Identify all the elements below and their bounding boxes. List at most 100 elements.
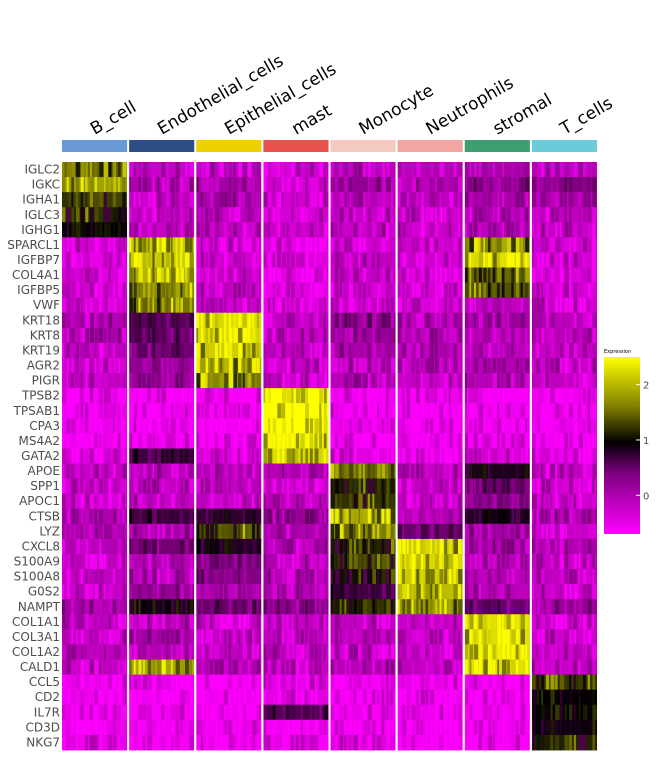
cell-tpsb2-t_cells [531,388,597,404]
cell-apoc1-endothelial_cells [129,493,195,510]
cell-iglc2-b_cell [62,162,128,178]
gene-label-iglc3: IGLC3 [24,208,60,222]
cell-igfbp5-b_cell [62,282,128,299]
cell-ccl5-monocyte [330,674,396,691]
cell-nampt-t_cells [531,599,597,615]
gene-label-s100a8: S100A8 [14,570,60,584]
cell-cxcl8-stromal [464,538,530,555]
cell-sparcl1-stromal [464,237,530,253]
cell-krt18-epithelial_cells [196,312,262,329]
cell-cald1-stromal [464,659,530,676]
cell-krt8-endothelial_cells [129,327,195,344]
cell-pigr-monocyte [330,373,396,389]
gene-label-cd3d: CD3D [26,720,61,734]
cell-agr2-endothelial_cells [129,358,195,374]
cell-lyz-b_cell [62,523,128,540]
cell-agr2-epithelial_cells [196,358,262,374]
gene-label-col3a1: COL3A1 [12,630,60,644]
cell-ccl5-neutrophils [397,674,463,691]
cell-apoc1-epithelial_cells [196,493,262,510]
cell-igfbp5-mast [263,282,329,299]
cell-g0s2-mast [263,584,329,600]
cell-igkc-epithelial_cells [196,177,262,193]
cell-cd2-monocyte [330,689,396,706]
cell-cd3d-t_cells [531,719,597,736]
cell-lyz-neutrophils [397,523,463,540]
cell-col4a1-b_cell [62,267,128,284]
cell-igfbp5-monocyte [330,282,396,299]
cell-krt18-monocyte [330,312,396,329]
cell-krt18-mast [263,312,329,329]
cell-nampt-neutrophils [397,599,463,615]
cell-gata2-endothelial_cells [129,448,195,464]
cell-cd2-endothelial_cells [129,689,195,706]
cell-gata2-monocyte [330,448,396,464]
cell-ms4a2-b_cell [62,433,128,449]
cell-ccl5-endothelial_cells [129,674,195,691]
cell-ms4a2-mast [263,433,329,449]
cell-tpsab1-endothelial_cells [129,403,195,419]
cell-ms4a2-endothelial_cells [129,433,195,449]
cell-ms4a2-stromal [464,433,530,449]
cell-krt18-t_cells [531,312,597,329]
cell-agr2-t_cells [531,358,597,374]
cell-cxcl8-monocyte [330,538,396,555]
cell-igkc-neutrophils [397,177,463,193]
cell-cald1-t_cells [531,659,597,676]
cell-krt8-t_cells [531,327,597,344]
gene-label-apoc1: APOC1 [19,494,60,508]
cluster-bar-mast [263,140,329,152]
cell-cd2-epithelial_cells [196,689,262,706]
cell-col1a2-epithelial_cells [196,644,262,660]
cell-pigr-mast [263,373,329,389]
cell-cd2-b_cell [62,689,128,706]
cell-igkc-t_cells [531,177,597,193]
cell-lyz-endothelial_cells [129,523,195,540]
cell-ccl5-stromal [464,674,530,691]
gene-label-g0s2: G0S2 [28,585,60,599]
gene-label-cpa3: CPA3 [29,419,60,433]
cell-iglc3-t_cells [531,207,597,223]
gene-label-gata2: GATA2 [21,449,60,463]
cell-cpa3-stromal [464,418,530,434]
cell-igfbp7-stromal [464,252,530,268]
cell-igfbp7-mast [263,252,329,268]
cell-nampt-b_cell [62,599,128,615]
cell-col3a1-t_cells [531,629,597,645]
gene-label-vwf: VWF [33,298,60,312]
cell-nkg7-b_cell [62,734,128,751]
cell-s100a9-stromal [464,554,530,570]
cell-sparcl1-monocyte [330,237,396,253]
cell-ctsb-b_cell [62,508,128,525]
cell-col4a1-monocyte [330,267,396,284]
cell-pigr-stromal [464,373,530,389]
cell-krt19-monocyte [330,342,396,359]
cell-cald1-epithelial_cells [196,659,262,676]
cell-cpa3-mast [263,418,329,434]
cell-ighg1-b_cell [62,222,128,238]
cell-cpa3-endothelial_cells [129,418,195,434]
cell-krt19-t_cells [531,342,597,359]
gene-label-krt19: KRT19 [22,343,60,357]
cell-col3a1-endothelial_cells [129,629,195,645]
gene-label-krt18: KRT18 [22,313,60,327]
cell-cd3d-endothelial_cells [129,719,195,736]
cell-apoe-endothelial_cells [129,463,195,480]
gene-label-nampt: NAMPT [18,600,61,614]
cell-col1a2-monocyte [330,644,396,660]
cell-tpsab1-neutrophils [397,403,463,419]
cell-cd3d-neutrophils [397,719,463,736]
cell-iglc2-monocyte [330,162,396,178]
cell-col3a1-b_cell [62,629,128,645]
cell-lyz-epithelial_cells [196,523,262,540]
cell-spp1-monocyte [330,478,396,495]
cell-tpsab1-monocyte [330,403,396,419]
cell-ms4a2-neutrophils [397,433,463,449]
cell-col3a1-mast [263,629,329,645]
cell-apoe-neutrophils [397,463,463,480]
cell-il7r-epithelial_cells [196,704,262,721]
cell-iglc2-t_cells [531,162,597,178]
cell-pigr-t_cells [531,373,597,389]
cell-agr2-b_cell [62,358,128,374]
cell-g0s2-stromal [464,584,530,600]
